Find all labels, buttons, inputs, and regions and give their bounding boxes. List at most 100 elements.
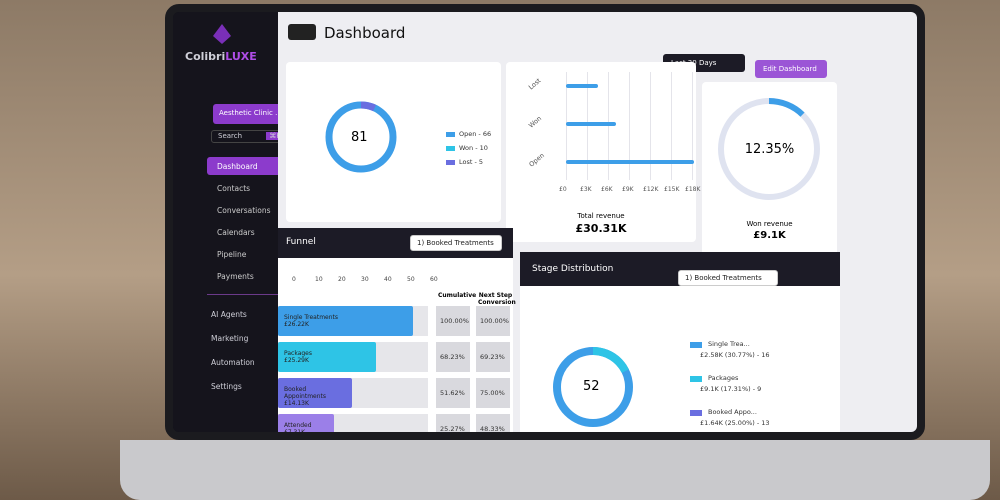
legend-value: £2.58K (30.77%) - 16 xyxy=(700,351,770,359)
x-tick-label: 0 xyxy=(292,276,296,283)
nav-item: Calendars xyxy=(217,228,255,237)
legend-label: Open - 66 xyxy=(459,130,492,138)
x-tick-label: 10 xyxy=(315,276,323,283)
stage-value: £14.13K xyxy=(284,400,309,407)
row-label: Lost xyxy=(526,76,543,92)
x-tick-label: £6K xyxy=(601,186,613,193)
grid-line xyxy=(608,72,609,180)
funnel-bar: Attended £7.31K xyxy=(278,414,334,432)
cumulative: 51.62% xyxy=(440,389,465,397)
bar xyxy=(566,84,598,88)
x-tick-label: £0 xyxy=(559,186,567,193)
win-rate: 12.35% xyxy=(744,142,795,157)
revenue-card: Lost Won Open £0 £3K £6K £9K £12K £15K £18K Total… xyxy=(506,62,700,242)
grid-line xyxy=(650,72,651,180)
legend-label: Single Trea... xyxy=(708,340,750,348)
shortcut: ⌘K xyxy=(266,132,284,140)
active-nav-bg xyxy=(207,157,297,175)
funnel-bar: Packages £25.29K xyxy=(278,342,376,372)
funnel-bar: Booked Appointments £14.13K xyxy=(278,378,352,408)
legend-label: Booked Appo... xyxy=(708,408,757,416)
win-amount: £9.1K xyxy=(753,230,786,241)
legend-item: Open - 66 xyxy=(446,130,491,138)
donut-slice xyxy=(553,347,633,427)
brand-suffix: LUXE xyxy=(225,50,257,63)
nav-item: Dashboard xyxy=(217,162,258,171)
legend-swatch xyxy=(446,159,455,165)
ring xyxy=(718,98,820,200)
x-tick-label: £12K xyxy=(643,186,659,193)
conversion: 69.23% xyxy=(480,353,505,361)
stage-name: Packages xyxy=(284,350,312,357)
nav-item: Pipeline xyxy=(217,250,247,259)
conversion: 75.00% xyxy=(480,389,505,397)
funnel-card: Funnel 1) Booked Treatments 0 10 20 30 40 50 6… xyxy=(278,228,516,433)
grid-line xyxy=(692,72,693,180)
donut xyxy=(553,347,633,427)
nav-item: Contacts xyxy=(217,184,251,193)
search-label: Search xyxy=(218,132,243,140)
stages-card: Stage Distribution 1) Booked Treatments … xyxy=(520,252,840,432)
nav-item: Conversations xyxy=(217,206,271,215)
cumulative: 68.23% xyxy=(440,353,465,361)
screen: ColibriLUXE Aesthetic Clinic ... Search ⌘… xyxy=(165,4,925,440)
funnel-bar: Single Treatments £26.22K xyxy=(278,306,413,336)
cell-bg xyxy=(476,342,510,372)
legend-swatch xyxy=(690,342,702,348)
legend-item: Won - 10 xyxy=(446,144,488,152)
stages-select[interactable]: 1) Booked Treatments xyxy=(678,270,778,286)
x-tick-label: £15K xyxy=(664,186,680,193)
row-label: Won xyxy=(527,114,544,130)
x-tick-label: £18K xyxy=(685,186,701,193)
funnel-title: Funnel xyxy=(286,237,316,247)
legend-swatch xyxy=(446,145,455,151)
stage-value: £26.22K xyxy=(284,321,309,328)
cumulative: 100.00% xyxy=(440,317,469,325)
row-label: Open xyxy=(527,151,546,169)
ring-fill xyxy=(718,98,820,200)
cell-bg xyxy=(476,306,510,336)
win-label: Won revenue xyxy=(746,220,793,228)
nav-item: Automation xyxy=(211,358,255,367)
opportunities-card: 81 Open - 66 Won - 10 Lost - 5 xyxy=(286,62,501,222)
grid-line xyxy=(629,72,630,180)
brand-name: Colibri xyxy=(185,50,226,63)
cell-bg xyxy=(476,414,510,432)
layout-toggle[interactable] xyxy=(288,24,316,40)
legend-swatch xyxy=(690,376,702,382)
grid-line xyxy=(671,72,672,180)
cell-bg xyxy=(436,306,470,336)
stage-value: £25.29K xyxy=(284,357,309,364)
nav-item: Settings xyxy=(211,382,242,391)
bar xyxy=(566,122,616,126)
main: Dashboard Last 30 Days Edit Dashboard 81… xyxy=(278,12,917,432)
x-tick-label: 30 xyxy=(361,276,369,283)
x-tick-label: 50 xyxy=(407,276,415,283)
nav-item: AI Agents xyxy=(211,310,247,319)
divider xyxy=(207,294,287,295)
legend-value: £1.64K (25.00%) - 13 xyxy=(700,419,770,427)
stage-name: Single Treatments xyxy=(284,314,339,321)
legend-swatch xyxy=(690,410,702,416)
edit-button[interactable]: Edit Dashboard xyxy=(755,60,827,78)
funnel-select[interactable]: 1) Booked Treatments xyxy=(410,235,502,251)
cell-bg xyxy=(436,378,470,408)
stage-name: Booked Appointments xyxy=(284,386,327,400)
laptop-base xyxy=(120,440,990,500)
sidebar: ColibriLUXE Aesthetic Clinic ... Search ⌘… xyxy=(173,12,308,432)
cell-bg xyxy=(436,342,470,372)
logo-icon xyxy=(213,24,231,44)
win-card: 12.35% Won revenue £9.1K xyxy=(702,82,837,258)
donut-total: 52 xyxy=(583,379,600,394)
x-tick-label: 40 xyxy=(384,276,392,283)
grid-line xyxy=(566,72,567,180)
legend-item: Lost - 5 xyxy=(446,158,483,166)
donut xyxy=(325,101,397,173)
nav-item: Marketing xyxy=(211,334,249,343)
conversion: 48.33% xyxy=(480,425,505,433)
cell-bg xyxy=(436,414,470,432)
x-tick-label: £3K xyxy=(580,186,592,193)
x-tick-label: 60 xyxy=(430,276,438,283)
conversion: 100.00% xyxy=(480,317,509,325)
stages-title: Stage Distribution xyxy=(532,264,614,274)
